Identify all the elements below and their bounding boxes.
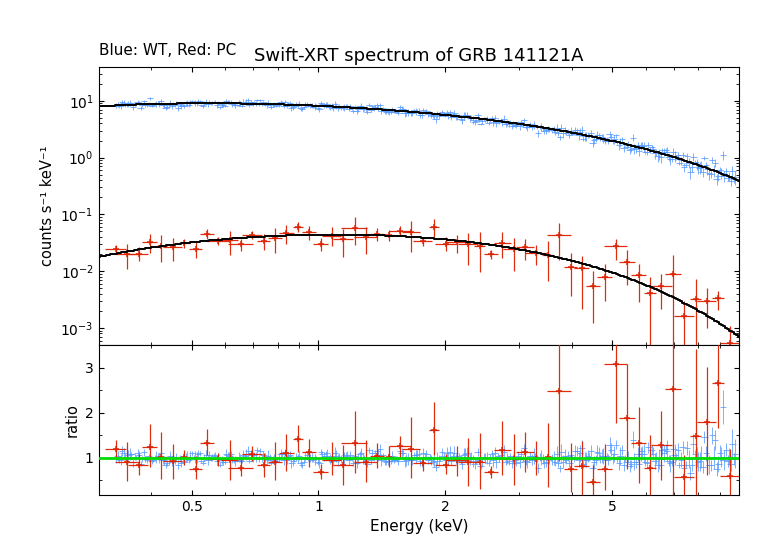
X-axis label: Energy (keV): Energy (keV)	[370, 519, 468, 534]
Title: Swift-XRT spectrum of GRB 141121A: Swift-XRT spectrum of GRB 141121A	[254, 47, 584, 65]
Text: Blue: WT, Red: PC: Blue: WT, Red: PC	[99, 43, 236, 58]
Y-axis label: ratio: ratio	[64, 403, 80, 437]
Y-axis label: counts s⁻¹ keV⁻¹: counts s⁻¹ keV⁻¹	[40, 146, 55, 266]
